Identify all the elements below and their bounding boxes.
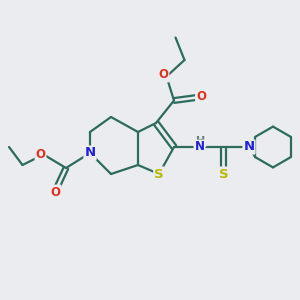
Text: S: S [219,167,228,181]
Text: O: O [158,68,169,82]
Text: O: O [35,148,46,161]
Text: N: N [243,140,255,154]
Text: H: H [196,136,206,146]
Text: O: O [50,185,61,199]
Text: O: O [196,89,206,103]
Text: N: N [84,146,96,160]
Text: S: S [154,167,164,181]
Text: N: N [194,140,205,154]
